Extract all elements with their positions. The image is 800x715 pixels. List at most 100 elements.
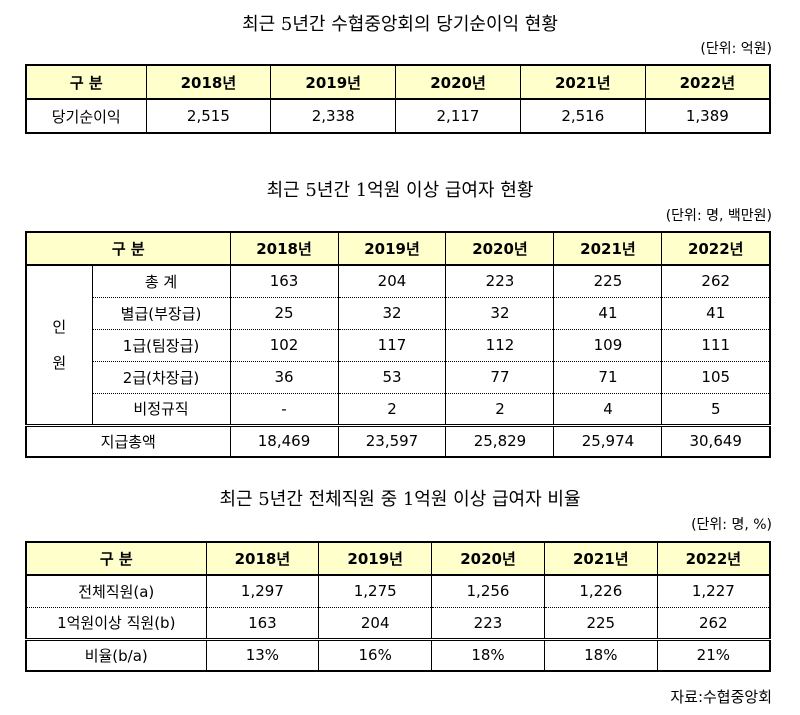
table-cell: 32 (445, 297, 555, 330)
table-row: 비정규직 - 2 2 4 5 (26, 393, 770, 425)
header-category: 구 분 (25, 64, 147, 100)
table-cell: 117 (338, 329, 447, 362)
row-label: 전체직원(a) (25, 575, 207, 608)
table-cell: 2,515 (145, 98, 272, 134)
table3-title: 최근 5년간 전체직원 중 1억원 이상 급여자 비율 (219, 489, 581, 510)
row-label: 비정규직 (91, 393, 231, 425)
header-2020: 2020년 (395, 64, 521, 100)
header-2020: 2020년 (431, 541, 545, 576)
header-2018: 2018년 (145, 64, 272, 100)
group-label: 인원 (25, 264, 93, 426)
table-cell: 2,338 (270, 98, 397, 134)
table-cell: 23,597 (337, 423, 447, 458)
header-2021: 2021년 (543, 541, 658, 576)
header-2019: 2019년 (270, 64, 397, 100)
table-cell: 36 (230, 361, 339, 394)
header-2022: 2022년 (644, 64, 771, 100)
row-label: 지급총액 (25, 423, 231, 458)
table2-high-earners: 구 분 2018년 2019년 2020년 2021년 2022년 인원 총 계… (25, 231, 771, 458)
header-category: 구 분 (25, 231, 231, 266)
table-row-ratio: 비율(b/a) 13% 16% 18% 18% 21% (25, 637, 771, 672)
table1-title: 최근 5년간 수협중앙회의 당기순이익 현황 (242, 14, 558, 35)
table-cell: 102 (230, 329, 339, 362)
header-2020: 2020년 (445, 231, 555, 266)
table-cell: 13% (205, 637, 320, 672)
table-cell: 223 (431, 607, 545, 639)
table3-unit: (단위: 명, %) (691, 517, 772, 533)
header-2019: 2019년 (337, 231, 447, 266)
table-cell: 16% (318, 637, 433, 672)
table3-header-row: 구 분 2018년 2019년 2020년 2021년 2022년 (25, 541, 771, 576)
table-cell: 1,389 (644, 98, 771, 134)
table1-unit: (단위: 억원) (700, 41, 772, 57)
row-label: 1억원이상 직원(b) (25, 607, 207, 639)
table-row-total: 지급총액 18,469 23,597 25,829 25,974 30,649 (25, 423, 771, 458)
table-cell: 4 (553, 393, 663, 425)
group-label-text: 인원 (52, 317, 67, 372)
table-cell: 111 (661, 329, 770, 362)
table-row: 인원 총 계 163 204 223 225 262 (25, 264, 770, 426)
table-cell: - (230, 393, 339, 425)
table-cell: 25,974 (553, 423, 663, 458)
header-2022: 2022년 (656, 541, 771, 576)
table-cell: 32 (338, 297, 447, 330)
table2-title: 최근 5년간 1억원 이상 급여자 현황 (266, 180, 534, 201)
table-cell: 2 (445, 393, 555, 425)
header-2019: 2019년 (318, 541, 433, 576)
table-cell: 18% (431, 637, 545, 672)
table-cell: 18,469 (229, 423, 339, 458)
table-cell: 105 (661, 361, 770, 394)
table-row: 당기순이익 2,515 2,338 2,117 2,516 1,389 (25, 98, 771, 134)
table3-ratio: 구 분 2018년 2019년 2020년 2021년 2022년 전체직원(a… (25, 541, 771, 672)
table-cell: 1,275 (318, 575, 433, 608)
table-cell: 204 (318, 607, 433, 639)
table1-header-row: 구 분 2018년 2019년 2020년 2021년 2022년 (25, 64, 771, 100)
table-cell: 2,516 (519, 98, 646, 134)
table-cell: 77 (445, 361, 555, 394)
header-2018: 2018년 (229, 231, 339, 266)
table-cell: 5 (710, 399, 721, 418)
table-cell: 1,256 (431, 575, 545, 608)
table-cell: 163 (230, 265, 339, 298)
table-row: 1억원이상 직원(b) 163 204 223 225 262 (25, 607, 770, 639)
table-cell: 41 (661, 297, 770, 330)
table-cell: 71 (553, 361, 663, 394)
header-2022: 2022년 (661, 231, 771, 266)
table-cell: 163 (206, 607, 320, 639)
table-cell: 2 (338, 393, 447, 425)
table-cell: 223 (445, 265, 555, 298)
table-row: 1급(팀장급) 102 117 112 109 111 (26, 329, 770, 362)
row-label: 1급(팀장급) (91, 329, 231, 362)
row-label: 2급(차장급) (91, 361, 231, 394)
table-cell: 41 (553, 297, 663, 330)
table-cell: 53 (338, 361, 447, 394)
table-cell: 225 (544, 607, 658, 639)
table1-net-income: 구 분 2018년 2019년 2020년 2021년 2022년 당기순이익 … (25, 64, 771, 134)
table2-unit: (단위: 명, 백만원) (665, 208, 772, 224)
header-2021: 2021년 (519, 64, 646, 100)
table-cell: 25 (230, 297, 339, 330)
table-cell: 25,829 (445, 423, 555, 458)
table-cell: 262 (661, 265, 770, 298)
source-note: 자료:수협중앙회 (670, 688, 772, 706)
table-cell: 225 (553, 265, 663, 298)
table-cell: 204 (338, 265, 447, 298)
table-cell: 1,227 (657, 575, 770, 608)
table-cell: 2,117 (395, 98, 521, 134)
header-category: 구 분 (25, 541, 207, 576)
table-row: 전체직원(a) 1,297 1,275 1,256 1,226 1,227 (25, 575, 770, 608)
table-row: 2급(차장급) 36 53 77 71 105 (26, 361, 770, 394)
table2-header-row: 구 분 2018년 2019년 2020년 2021년 2022년 (25, 231, 771, 266)
row-label: 비율(b/a) (25, 637, 207, 672)
row-label: 당기순이익 (25, 98, 147, 134)
row-label: 총 계 (91, 265, 231, 298)
table-cell: 1,226 (544, 575, 658, 608)
header-2018: 2018년 (205, 541, 320, 576)
table-cell: 112 (445, 329, 555, 362)
row-label: 별급(부장급) (91, 297, 231, 330)
table-row: 별급(부장급) 25 32 32 41 41 (26, 297, 770, 330)
table-cell: 1,297 (206, 575, 320, 608)
table-cell: 18% (543, 637, 658, 672)
header-2021: 2021년 (553, 231, 663, 266)
table-cell: 30,649 (661, 423, 771, 458)
